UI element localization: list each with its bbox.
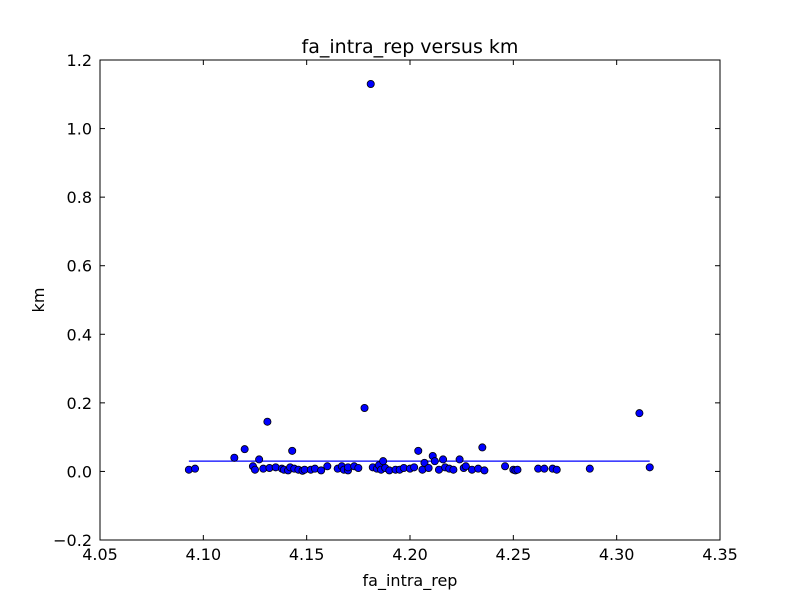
x-tick-label: 4.15 [289, 545, 325, 564]
x-tick-label: 4.20 [392, 545, 428, 564]
data-point [191, 464, 200, 473]
data-point [501, 462, 510, 471]
data-point [354, 463, 363, 472]
data-point [513, 465, 522, 474]
y-tick-label: 0.8 [67, 188, 92, 207]
y-tick-label: 0.0 [67, 462, 92, 481]
data-point [360, 403, 369, 412]
data-point [645, 463, 654, 472]
data-point [240, 445, 249, 454]
x-tick-label: 4.25 [496, 545, 532, 564]
data-point [455, 455, 464, 464]
data-point [552, 465, 561, 474]
y-tick-label: 0.2 [67, 394, 92, 413]
y-tick-label: 1.2 [67, 51, 92, 70]
data-point [414, 446, 423, 455]
data-point [480, 466, 489, 475]
data-point [323, 462, 332, 471]
data-point [585, 464, 594, 473]
data-point [317, 466, 326, 475]
data-point [439, 455, 448, 464]
plot-frame [99, 59, 721, 541]
x-tick-label: 4.30 [599, 545, 635, 564]
data-point [288, 446, 297, 455]
x-tick-label: 4.35 [702, 545, 738, 564]
y-tick-label: −0.2 [53, 531, 92, 550]
y-tick-label: 0.6 [67, 257, 92, 276]
x-axis-label: fa_intra_rep [363, 571, 458, 591]
data-point [461, 462, 470, 471]
data-point [250, 465, 259, 474]
data-point [420, 458, 429, 467]
y-tick-label: 0.4 [67, 325, 92, 344]
data-point [379, 457, 388, 466]
chart-title: fa_intra_rep versus km [302, 36, 519, 58]
data-point [255, 455, 264, 464]
data-point [430, 457, 439, 466]
data-point [230, 453, 239, 462]
y-tick-label: 1.0 [67, 120, 92, 139]
x-tick-label: 4.10 [186, 545, 222, 564]
data-point [449, 465, 458, 474]
data-point [424, 463, 433, 472]
data-point [635, 409, 644, 418]
x-tick-label: 4.05 [82, 545, 118, 564]
data-point [540, 464, 549, 473]
data-point [410, 463, 419, 472]
data-point [263, 417, 272, 426]
y-axis-label: km [29, 288, 48, 313]
data-points [184, 80, 654, 475]
data-point [478, 443, 487, 452]
data-point [366, 80, 375, 89]
axis-ticks: 4.05 4.10 4.15 4.20 4.25 4.30 4.35 −0.2 0.0 0.2 0.… [53, 51, 738, 564]
